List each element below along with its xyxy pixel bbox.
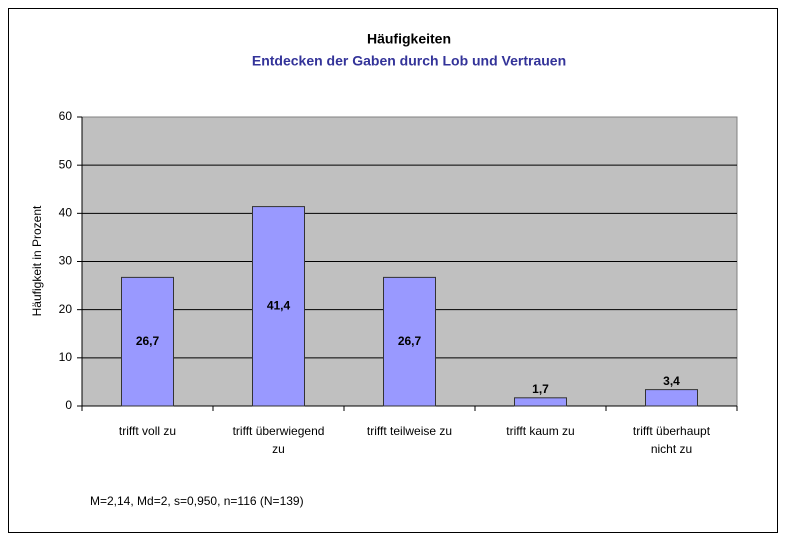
x-tick-label: trifft überwiegend zu bbox=[233, 424, 325, 456]
data-label: 26,7 bbox=[398, 334, 422, 348]
bar bbox=[252, 206, 305, 407]
data-label: 26,7 bbox=[136, 334, 160, 348]
bar bbox=[514, 397, 567, 407]
x-tick-label: trifft überhaupt nicht zu bbox=[633, 424, 711, 456]
y-tick-label: 20 bbox=[59, 302, 73, 316]
y-tick-label: 30 bbox=[59, 254, 73, 268]
x-tick-label: trifft kaum zu bbox=[506, 424, 574, 438]
bar bbox=[121, 276, 174, 407]
data-label: 1,7 bbox=[532, 382, 549, 396]
x-tick-label: trifft teilweise zu bbox=[367, 424, 452, 438]
chart-subtitle: Entdecken der Gaben durch Lob und Vertra… bbox=[252, 53, 566, 69]
annotation: M=2,14, Md=2, s=0,950, n=116 (N=139) bbox=[90, 494, 304, 508]
data-label: 41,4 bbox=[267, 298, 291, 312]
y-tick-label: 0 bbox=[65, 398, 72, 412]
y-tick-label: 50 bbox=[59, 157, 73, 171]
y-tick-label: 60 bbox=[59, 109, 73, 123]
data-label: 3,4 bbox=[663, 374, 680, 388]
y-axis-label: Häufigkeit in Prozent bbox=[30, 205, 44, 316]
y-tick-label: 40 bbox=[59, 206, 73, 220]
y-tick-label: 10 bbox=[59, 350, 73, 364]
bar bbox=[645, 389, 698, 407]
chart-title: Häufigkeiten bbox=[367, 31, 451, 47]
x-tick-label: trifft voll zu bbox=[119, 424, 176, 438]
bar bbox=[383, 276, 436, 407]
